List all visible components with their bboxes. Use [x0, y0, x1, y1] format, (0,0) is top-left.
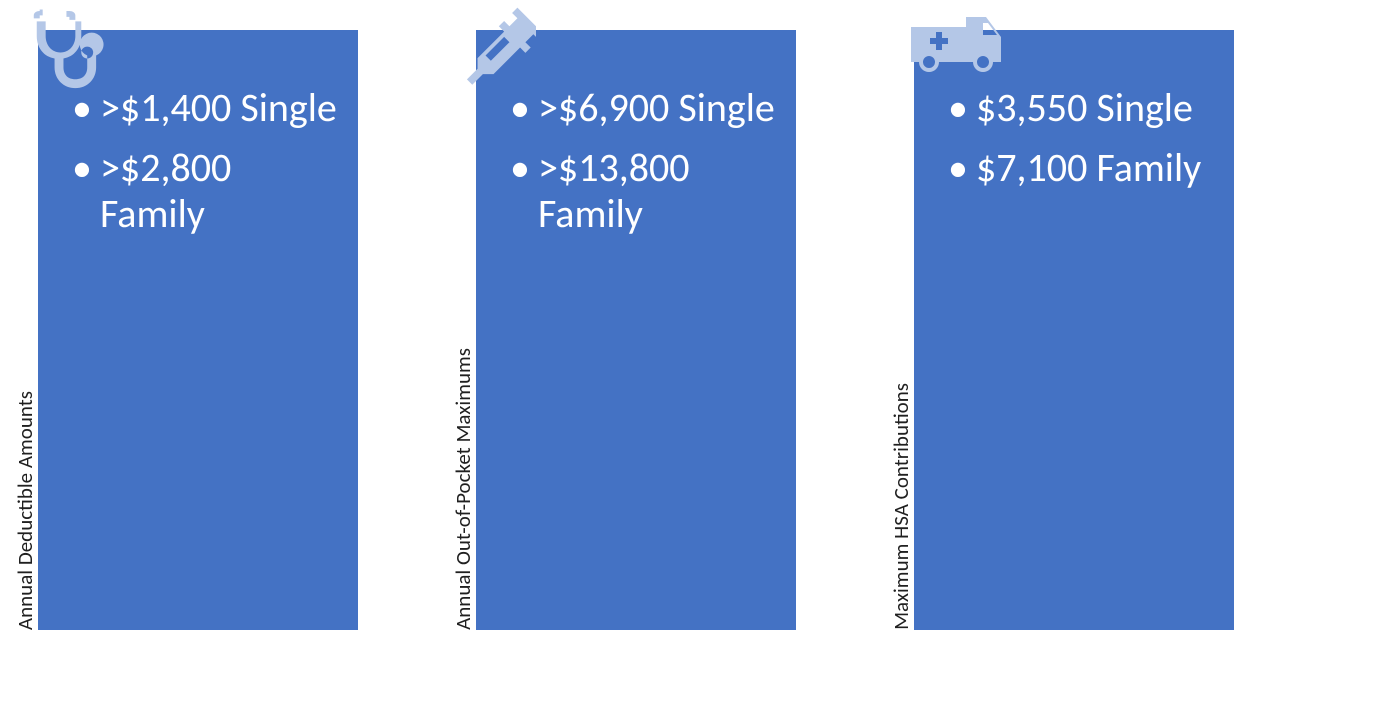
card-deductible: Annual Deductible Amounts >$1,400 Single…	[10, 30, 358, 630]
infographic-container: Annual Deductible Amounts >$1,400 Single…	[0, 0, 1381, 630]
card-list: >$1,400 Single >$2,800 Family	[72, 85, 338, 237]
list-item: >$13,800 Family	[510, 145, 776, 237]
card-hsa: Maximum HSA Contributions $3,550 Single …	[886, 30, 1234, 630]
card-label: Annual Deductible Amounts	[10, 331, 38, 630]
list-item: $3,550 Single	[948, 85, 1214, 131]
card-box-wrap: >$1,400 Single >$2,800 Family	[38, 30, 358, 630]
card-list: >$6,900 Single >$13,800 Family	[510, 85, 776, 237]
card-box: $3,550 Single $7,100 Family	[914, 30, 1234, 630]
card-box: >$1,400 Single >$2,800 Family	[38, 30, 358, 630]
ambulance-icon	[906, 12, 1006, 79]
card-box: >$6,900 Single >$13,800 Family	[476, 30, 796, 630]
list-item: >$2,800 Family	[72, 145, 338, 237]
list-item: $7,100 Family	[948, 145, 1214, 191]
card-box-wrap: >$6,900 Single >$13,800 Family	[476, 30, 796, 630]
syringe-icon	[451, 5, 536, 95]
card-oop-max: Annual Out-of-Pocket Maximums >$6,900 Si…	[448, 30, 796, 630]
list-item: >$6,900 Single	[510, 85, 776, 131]
card-list: $3,550 Single $7,100 Family	[948, 85, 1214, 191]
card-label: Maximum HSA Contributions	[886, 323, 914, 630]
list-item: >$1,400 Single	[72, 85, 338, 131]
card-box-wrap: $3,550 Single $7,100 Family	[914, 30, 1234, 630]
card-label: Annual Out-of-Pocket Maximums	[448, 288, 476, 630]
stethoscope-icon	[13, 5, 108, 105]
